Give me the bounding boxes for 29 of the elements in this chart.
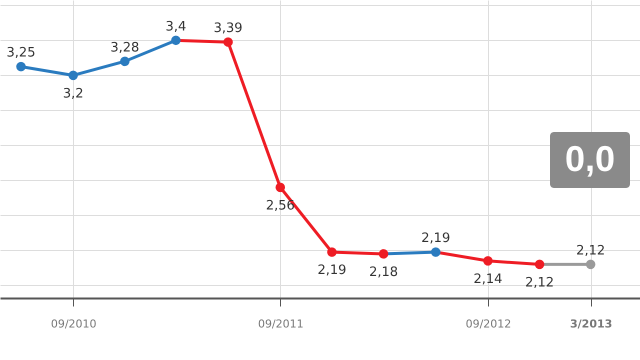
point: [276, 182, 286, 192]
data-label: 2,18: [369, 264, 398, 280]
data-label: 2,19: [421, 231, 450, 246]
point: [68, 70, 78, 80]
data-label: 3,25: [6, 46, 36, 61]
data-label: 3,39: [214, 21, 243, 36]
data-label: 2,56: [266, 198, 295, 214]
data-label: 3,28: [110, 40, 140, 56]
x-tick-label: 3/2013: [570, 318, 612, 330]
point: [16, 62, 26, 72]
point: [431, 247, 440, 257]
data-label: 2,14: [473, 272, 502, 287]
annotation: 0,0: [564, 138, 616, 179]
data-label: 3,2: [62, 86, 84, 102]
point: [120, 56, 130, 66]
point: [378, 249, 388, 259]
x-tick-label: 09/2010: [50, 318, 97, 330]
point: [327, 247, 337, 257]
data-label: 2,19: [317, 263, 346, 278]
point: [171, 36, 181, 46]
data-label: 2,12: [576, 243, 606, 258]
data-label: 3,4: [166, 19, 186, 34]
point: [586, 260, 596, 270]
x-tick-label: 09/2012: [466, 318, 512, 330]
point: [223, 37, 233, 47]
x-tick-label: 09/2011: [258, 318, 304, 330]
data-label: 2,12: [525, 275, 554, 290]
point: [483, 256, 493, 266]
point: [534, 260, 544, 270]
